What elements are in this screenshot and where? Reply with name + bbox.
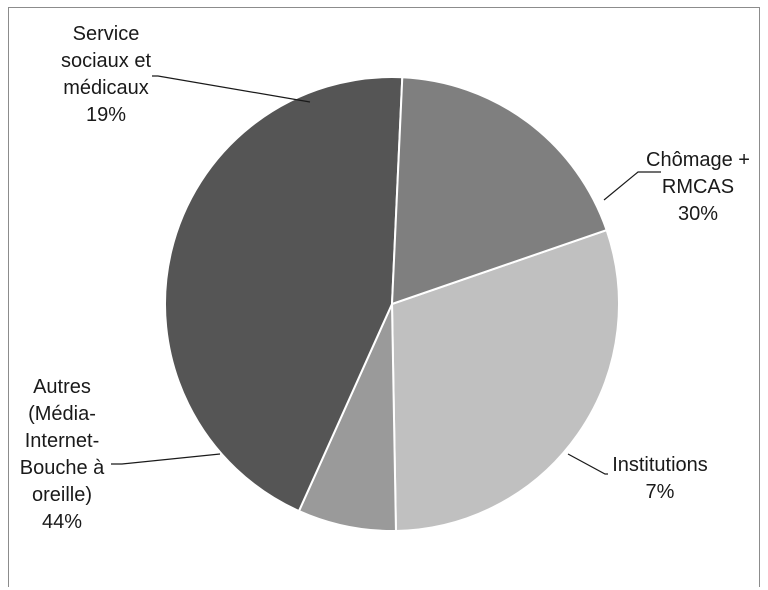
- pie-slice-2: [164, 76, 404, 513]
- leader-line-0: [603, 171, 661, 201]
- slice-label-1: Institutions 7%: [612, 454, 708, 503]
- pie-slices: [164, 76, 620, 532]
- leader-line-1: [567, 453, 608, 475]
- leader-lines: [111, 75, 661, 475]
- slice-label-3: Service sociaux et médicaux 19%: [61, 23, 151, 126]
- slice-labels: Chômage + RMCAS 30% Institutions 7% Autres (Mé…: [20, 23, 750, 533]
- leader-line-2: [111, 453, 221, 465]
- slice-label-0: Chômage + RMCAS 30%: [646, 149, 750, 225]
- leader-line-3: [152, 75, 311, 103]
- slice-label-2: Autres (Média-Internet-Bouche à oreille) 44…: [20, 376, 105, 533]
- pie-slice-0: [390, 228, 620, 532]
- pie-slice-3: [390, 76, 608, 306]
